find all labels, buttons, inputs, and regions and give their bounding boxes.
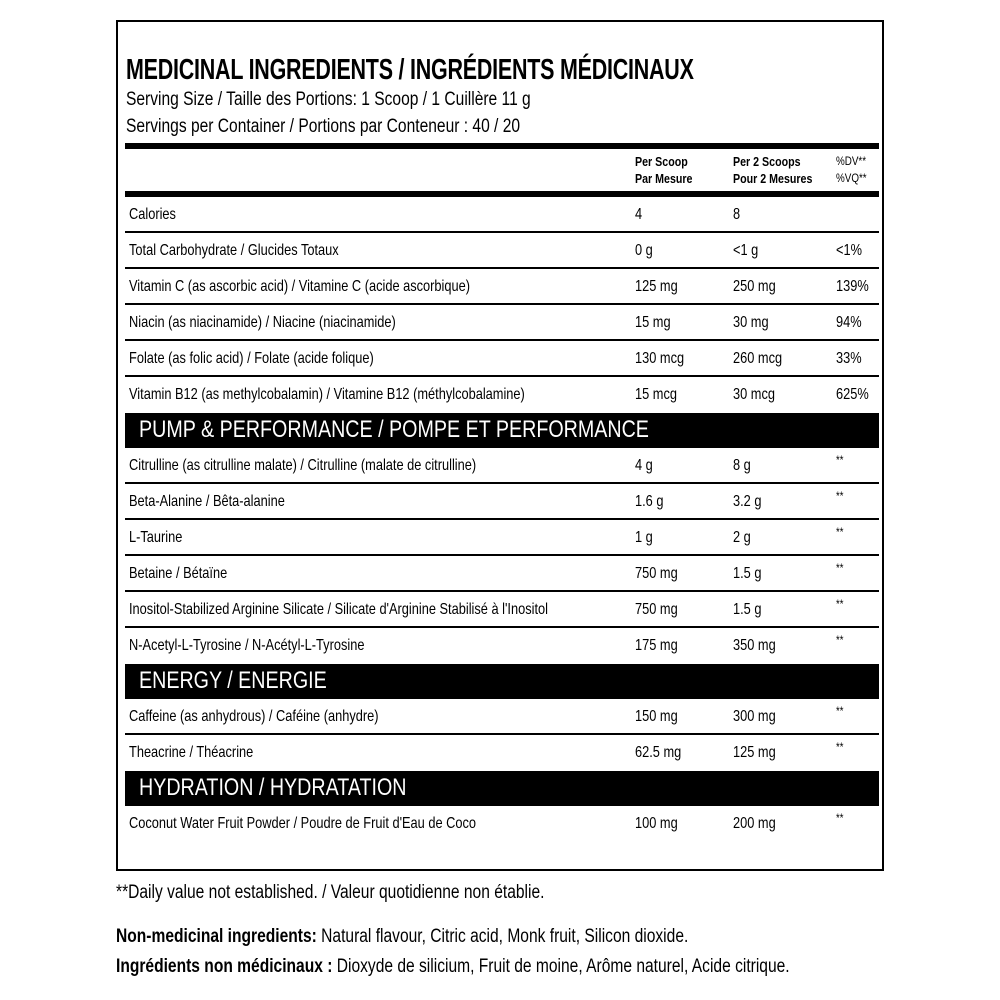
- amount-per-2-scoops: 300 mg: [733, 708, 776, 725]
- daily-value: 94%: [836, 314, 862, 331]
- divider-thick: [125, 143, 879, 149]
- amount-per-scoop: 125 mg: [635, 278, 678, 295]
- amount-per-scoop: 130 mcg: [635, 350, 685, 367]
- daily-value: **: [836, 740, 844, 754]
- daily-value: **: [836, 453, 844, 467]
- table-row: Niacin (as niacinamide) / Niacine (niaci…: [125, 305, 879, 341]
- amount-per-2-scoops: 125 mg: [733, 744, 776, 761]
- daily-value: 139%: [836, 278, 869, 295]
- amount-per-scoop: 750 mg: [635, 565, 678, 582]
- column-headers: Per Scoop Par Mesure Per 2 Scoops Pour 2 M…: [125, 149, 879, 191]
- amount-per-2-scoops: 200 mg: [733, 815, 776, 832]
- amount-per-2-scoops: 1.5 g: [733, 565, 762, 582]
- amount-per-scoop: 62.5 mg: [635, 744, 682, 761]
- table-row: Caffeine (as anhydrous) / Caféine (anhyd…: [125, 699, 879, 735]
- header-per-scoop: Per Scoop Par Mesure: [635, 154, 693, 186]
- section-title: ENERGY / ENERGIE: [139, 667, 327, 694]
- amount-per-2-scoops: 8: [733, 206, 741, 223]
- table-row: L-Taurine 1 g 2 g **: [125, 520, 879, 556]
- table-row: Beta-Alanine / Bêta-alanine 1.6 g 3.2 g **: [125, 484, 879, 520]
- amount-per-scoop: 0 g: [635, 242, 653, 259]
- amount-per-2-scoops: 3.2 g: [733, 493, 762, 510]
- table-row: Folate (as folic acid) / Folate (acide f…: [125, 341, 879, 377]
- amount-per-scoop: 15 mcg: [635, 386, 677, 403]
- amount-per-2-scoops: 1.5 g: [733, 601, 762, 618]
- amount-per-2-scoops: 30 mg: [733, 314, 769, 331]
- table-row: Theacrine / Théacrine 62.5 mg 125 mg **: [125, 735, 879, 771]
- amount-per-scoop: 15 mg: [635, 314, 671, 331]
- non-medicinal-ingredients: Non-medicinal ingredients: Natural flavo…: [116, 926, 689, 947]
- table-row: Coconut Water Fruit Powder / Poudre de F…: [125, 806, 879, 842]
- amount-per-2-scoops: 250 mg: [733, 278, 776, 295]
- table-row: Citrulline (as citrulline malate) / Citr…: [125, 448, 879, 484]
- daily-value: **: [836, 525, 844, 539]
- amount-per-2-scoops: 8 g: [733, 457, 751, 474]
- serving-size: Serving Size / Taille des Portions: 1 Sc…: [126, 89, 531, 110]
- ingredient-name: Caffeine (as anhydrous) / Caféine (anhyd…: [129, 708, 379, 725]
- ingredient-name: L-Taurine: [129, 529, 183, 546]
- amount-per-scoop: 1 g: [635, 529, 653, 546]
- section-header: ENERGY / ENERGIE: [125, 664, 879, 699]
- amount-per-scoop: 100 mg: [635, 815, 678, 832]
- amount-per-scoop: 4: [635, 206, 643, 223]
- daily-value: 33%: [836, 350, 862, 367]
- ingredient-name: Coconut Water Fruit Powder / Poudre de F…: [129, 815, 477, 832]
- daily-value: 625%: [836, 386, 869, 403]
- ingredient-name: N-Acetyl-L-Tyrosine / N-Acétyl-L-Tyrosin…: [129, 637, 365, 654]
- ingredient-name: Theacrine / Théacrine: [129, 744, 254, 761]
- header-dv: %DV** %VQ**: [836, 154, 867, 185]
- amount-per-2-scoops: 350 mg: [733, 637, 776, 654]
- divider-thick: [125, 191, 879, 197]
- daily-value: <1%: [836, 242, 862, 259]
- daily-value: **: [836, 704, 844, 718]
- non-medicinal-ingredients-fr: Ingrédients non médicinaux : Dioxyde de …: [116, 956, 790, 977]
- amount-per-2-scoops: 260 mcg: [733, 350, 783, 367]
- amount-per-scoop: 1.6 g: [635, 493, 664, 510]
- daily-value: **: [836, 597, 844, 611]
- amount-per-scoop: 4 g: [635, 457, 653, 474]
- amount-per-scoop: 175 mg: [635, 637, 678, 654]
- footnote: **Daily value not established. / Valeur …: [116, 882, 545, 903]
- table-row: Vitamin C (as ascorbic acid) / Vitamine …: [125, 269, 879, 305]
- ingredients-table: Per Scoop Par Mesure Per 2 Scoops Pour 2 M…: [125, 143, 879, 842]
- amount-per-scoop: 150 mg: [635, 708, 678, 725]
- daily-value: **: [836, 811, 844, 825]
- ingredient-name: Calories: [129, 206, 176, 223]
- ingredient-name: Folate (as folic acid) / Folate (acide f…: [129, 350, 374, 367]
- panel-title: MEDICINAL INGREDIENTS / INGRÉDIENTS MÉDI…: [126, 54, 694, 86]
- table-row: Total Carbohydrate / Glucides Totaux 0 g <…: [125, 233, 879, 269]
- ingredient-name: Niacin (as niacinamide) / Niacine (niaci…: [129, 314, 396, 331]
- medicinal-ingredients-panel: MEDICINAL INGREDIENTS / INGRÉDIENTS MÉDI…: [116, 20, 884, 871]
- header-per-2-scoops: Per 2 Scoops Pour 2 Mesures: [733, 154, 813, 186]
- ingredient-name: Betaine / Bétaïne: [129, 565, 228, 582]
- table-row: N-Acetyl-L-Tyrosine / N-Acétyl-L-Tyrosin…: [125, 628, 879, 664]
- section-title: HYDRATION / HYDRATATION: [139, 774, 407, 801]
- table-row: Vitamin B12 (as methylcobalamin) / Vitam…: [125, 377, 879, 413]
- ingredient-name: Vitamin C (as ascorbic acid) / Vitamine …: [129, 278, 470, 295]
- ingredient-name: Vitamin B12 (as methylcobalamin) / Vitam…: [129, 386, 525, 403]
- servings-per-container: Servings per Container / Portions par Co…: [126, 116, 521, 137]
- ingredient-name: Citrulline (as citrulline malate) / Citr…: [129, 457, 477, 474]
- daily-value: **: [836, 633, 844, 647]
- table-row: Calories 4 8: [125, 197, 879, 233]
- table-row: Inositol-Stabilized Arginine Silicate / …: [125, 592, 879, 628]
- amount-per-2-scoops: 2 g: [733, 529, 751, 546]
- daily-value: **: [836, 489, 844, 503]
- ingredient-name: Total Carbohydrate / Glucides Totaux: [129, 242, 339, 259]
- amount-per-scoop: 750 mg: [635, 601, 678, 618]
- daily-value: **: [836, 561, 844, 575]
- section-header: PUMP & PERFORMANCE / POMPE ET PERFORMANC…: [125, 413, 879, 448]
- amount-per-2-scoops: 30 mcg: [733, 386, 775, 403]
- amount-per-2-scoops: <1 g: [733, 242, 759, 259]
- ingredient-name: Beta-Alanine / Bêta-alanine: [129, 493, 285, 510]
- section-title: PUMP & PERFORMANCE / POMPE ET PERFORMANC…: [139, 416, 649, 443]
- ingredient-name: Inositol-Stabilized Arginine Silicate / …: [129, 601, 548, 618]
- table-row: Betaine / Bétaïne 750 mg 1.5 g **: [125, 556, 879, 592]
- section-header: HYDRATION / HYDRATATION: [125, 771, 879, 806]
